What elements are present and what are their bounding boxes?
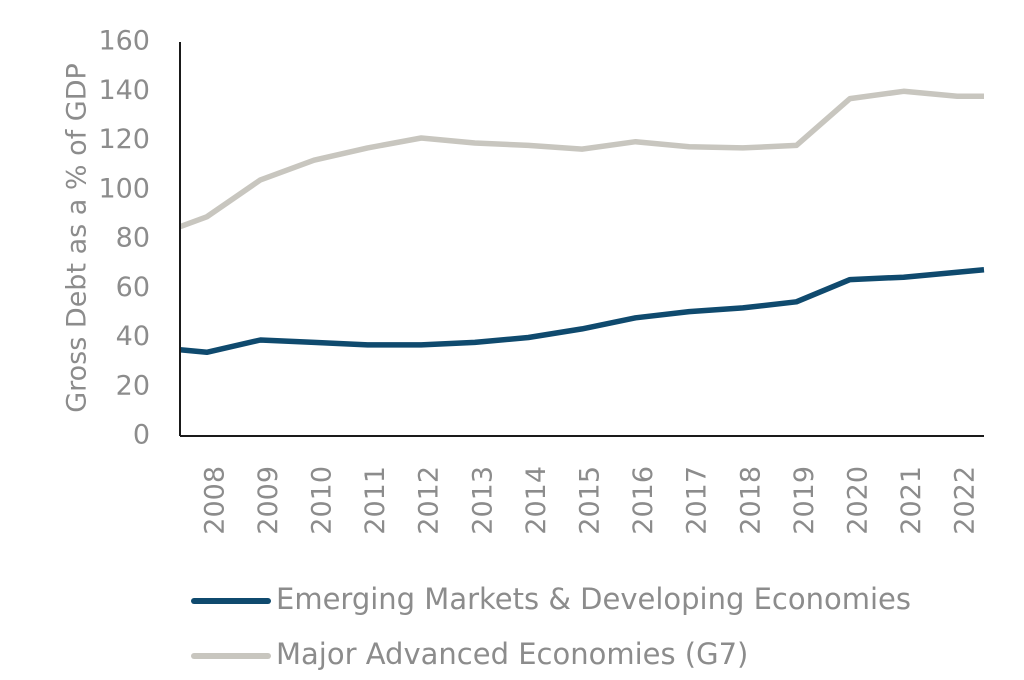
legend-label-1: Major Advanced Economies (G7) [276,637,748,671]
y-tick-label: 160 [98,26,150,57]
x-tick-label: 2017 [682,466,713,535]
legend: Emerging Markets & Developing Economies M… [191,582,911,671]
y-tick-label: 80 [116,223,150,254]
x-tick-label: 2010 [307,466,338,535]
y-axis-label: Gross Debt as a % of GDP [62,63,93,413]
x-tick-label: 2013 [467,466,498,535]
y-tick-label: 20 [116,370,150,401]
x-axis-ticks: 2008 2009 2010 2011 2012 2013 2014 2015 2016 2017… [199,466,980,535]
y-tick-label: 100 [98,173,150,204]
x-tick-label: 2008 [199,466,230,535]
x-tick-label: 2021 [896,466,927,535]
series-line-1 [179,88,984,230]
x-tick-label: 2014 [521,466,552,535]
y-tick-label: 0 [133,420,150,451]
x-tick-label: 2012 [414,466,445,535]
x-tick-label: 2018 [735,466,766,535]
x-tick-label: 2020 [843,466,874,535]
series-line-0 [179,267,985,356]
y-tick-label: 40 [116,321,150,352]
x-tick-label: 2015 [575,466,606,535]
y-tick-label: 140 [98,75,150,106]
x-tick-label: 2009 [253,466,284,535]
y-tick-label: 120 [98,124,150,155]
x-tick-label: 2011 [360,466,391,535]
x-tick-label: 2019 [789,466,820,535]
y-axis-ticks: 0 20 40 60 80 100 120 140 160 [98,26,150,451]
legend-label-0: Emerging Markets & Developing Economies [276,582,911,616]
x-tick-label: 2016 [628,466,659,535]
series-lines [179,88,985,356]
x-tick-label: 2022 [950,466,981,535]
y-tick-label: 60 [116,272,150,303]
